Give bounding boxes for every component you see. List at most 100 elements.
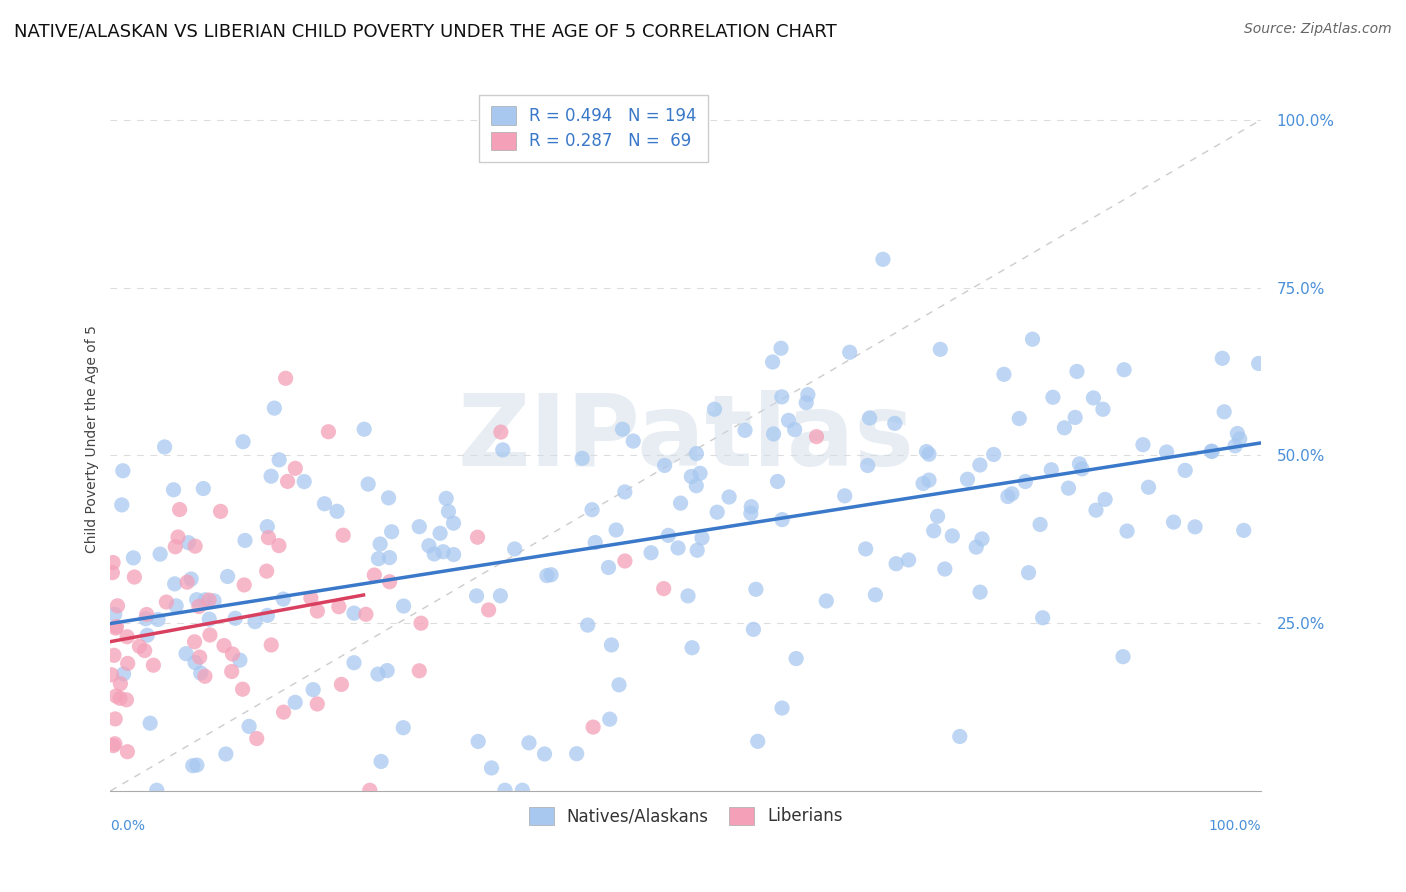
Point <box>111 498 134 512</box>
Point <box>949 730 972 744</box>
Point <box>186 758 208 772</box>
Point <box>600 638 623 652</box>
Point <box>343 656 366 670</box>
Point <box>260 469 283 483</box>
Point <box>855 541 877 556</box>
Point <box>115 630 138 644</box>
Point <box>956 472 979 486</box>
Point <box>103 648 125 663</box>
Point <box>198 593 221 607</box>
Point <box>1116 524 1139 538</box>
Point <box>100 668 122 682</box>
Point <box>834 489 856 503</box>
Point <box>970 532 993 546</box>
Point <box>690 531 713 545</box>
Point <box>443 516 465 530</box>
Point <box>742 623 765 637</box>
Text: NATIVE/ALASKAN VS LIBERIAN CHILD POVERTY UNDER THE AGE OF 5 CORRELATION CHART: NATIVE/ALASKAN VS LIBERIAN CHILD POVERTY… <box>14 22 837 40</box>
Point <box>408 519 430 533</box>
Point <box>284 695 307 709</box>
Point <box>503 541 526 556</box>
Point <box>110 676 132 690</box>
Point <box>621 434 644 448</box>
Point <box>217 569 239 583</box>
Point <box>583 535 606 549</box>
Point <box>269 452 291 467</box>
Point <box>536 568 558 582</box>
Point <box>142 658 165 673</box>
Point <box>467 530 489 544</box>
Point <box>246 731 269 746</box>
Text: Source: ZipAtlas.com: Source: ZipAtlas.com <box>1244 22 1392 37</box>
Point <box>273 705 295 719</box>
Point <box>104 737 127 751</box>
Point <box>681 469 703 483</box>
Point <box>408 664 430 678</box>
Point <box>177 535 200 549</box>
Point <box>806 429 828 443</box>
Point <box>1094 492 1116 507</box>
Point <box>1201 444 1223 458</box>
Point <box>187 599 209 614</box>
Point <box>193 482 215 496</box>
Point <box>104 621 127 635</box>
Point <box>770 390 793 404</box>
Point <box>465 589 488 603</box>
Point <box>1223 439 1246 453</box>
Point <box>494 783 516 797</box>
Point <box>256 608 278 623</box>
Point <box>135 607 157 622</box>
Point <box>184 656 207 670</box>
Point <box>613 484 636 499</box>
Point <box>797 387 820 401</box>
Point <box>101 556 124 570</box>
Point <box>233 533 256 548</box>
Point <box>666 541 689 555</box>
Point <box>747 734 769 748</box>
Point <box>1091 402 1114 417</box>
Point <box>1233 524 1256 538</box>
Point <box>856 458 879 473</box>
Point <box>153 440 176 454</box>
Point <box>794 395 817 409</box>
Point <box>437 504 460 518</box>
Point <box>1174 463 1197 477</box>
Point <box>612 422 634 436</box>
Point <box>267 539 290 553</box>
Point <box>212 639 235 653</box>
Point <box>492 442 515 457</box>
Point <box>238 719 260 733</box>
Point <box>865 588 887 602</box>
Point <box>1040 463 1063 477</box>
Point <box>762 355 785 369</box>
Point <box>378 574 401 589</box>
Point <box>188 650 211 665</box>
Point <box>284 461 307 475</box>
Point <box>260 638 283 652</box>
Point <box>122 550 145 565</box>
Point <box>571 451 593 466</box>
Point <box>124 570 146 584</box>
Point <box>1032 611 1054 625</box>
Point <box>434 491 457 506</box>
Point <box>1247 356 1270 370</box>
Point <box>194 592 217 607</box>
Point <box>112 666 135 681</box>
Point <box>1008 411 1031 425</box>
Point <box>1137 480 1160 494</box>
Y-axis label: Child Poverty Under the Age of 5: Child Poverty Under the Age of 5 <box>86 325 100 552</box>
Point <box>489 425 512 439</box>
Point <box>162 483 184 497</box>
Point <box>872 252 894 267</box>
Point <box>1001 487 1024 501</box>
Point <box>1112 649 1135 664</box>
Point <box>181 758 204 772</box>
Point <box>929 343 952 357</box>
Point <box>232 682 254 697</box>
Point <box>969 458 991 472</box>
Point <box>307 604 329 618</box>
Point <box>357 477 380 491</box>
Point <box>183 635 205 649</box>
Point <box>838 345 860 359</box>
Point <box>378 550 401 565</box>
